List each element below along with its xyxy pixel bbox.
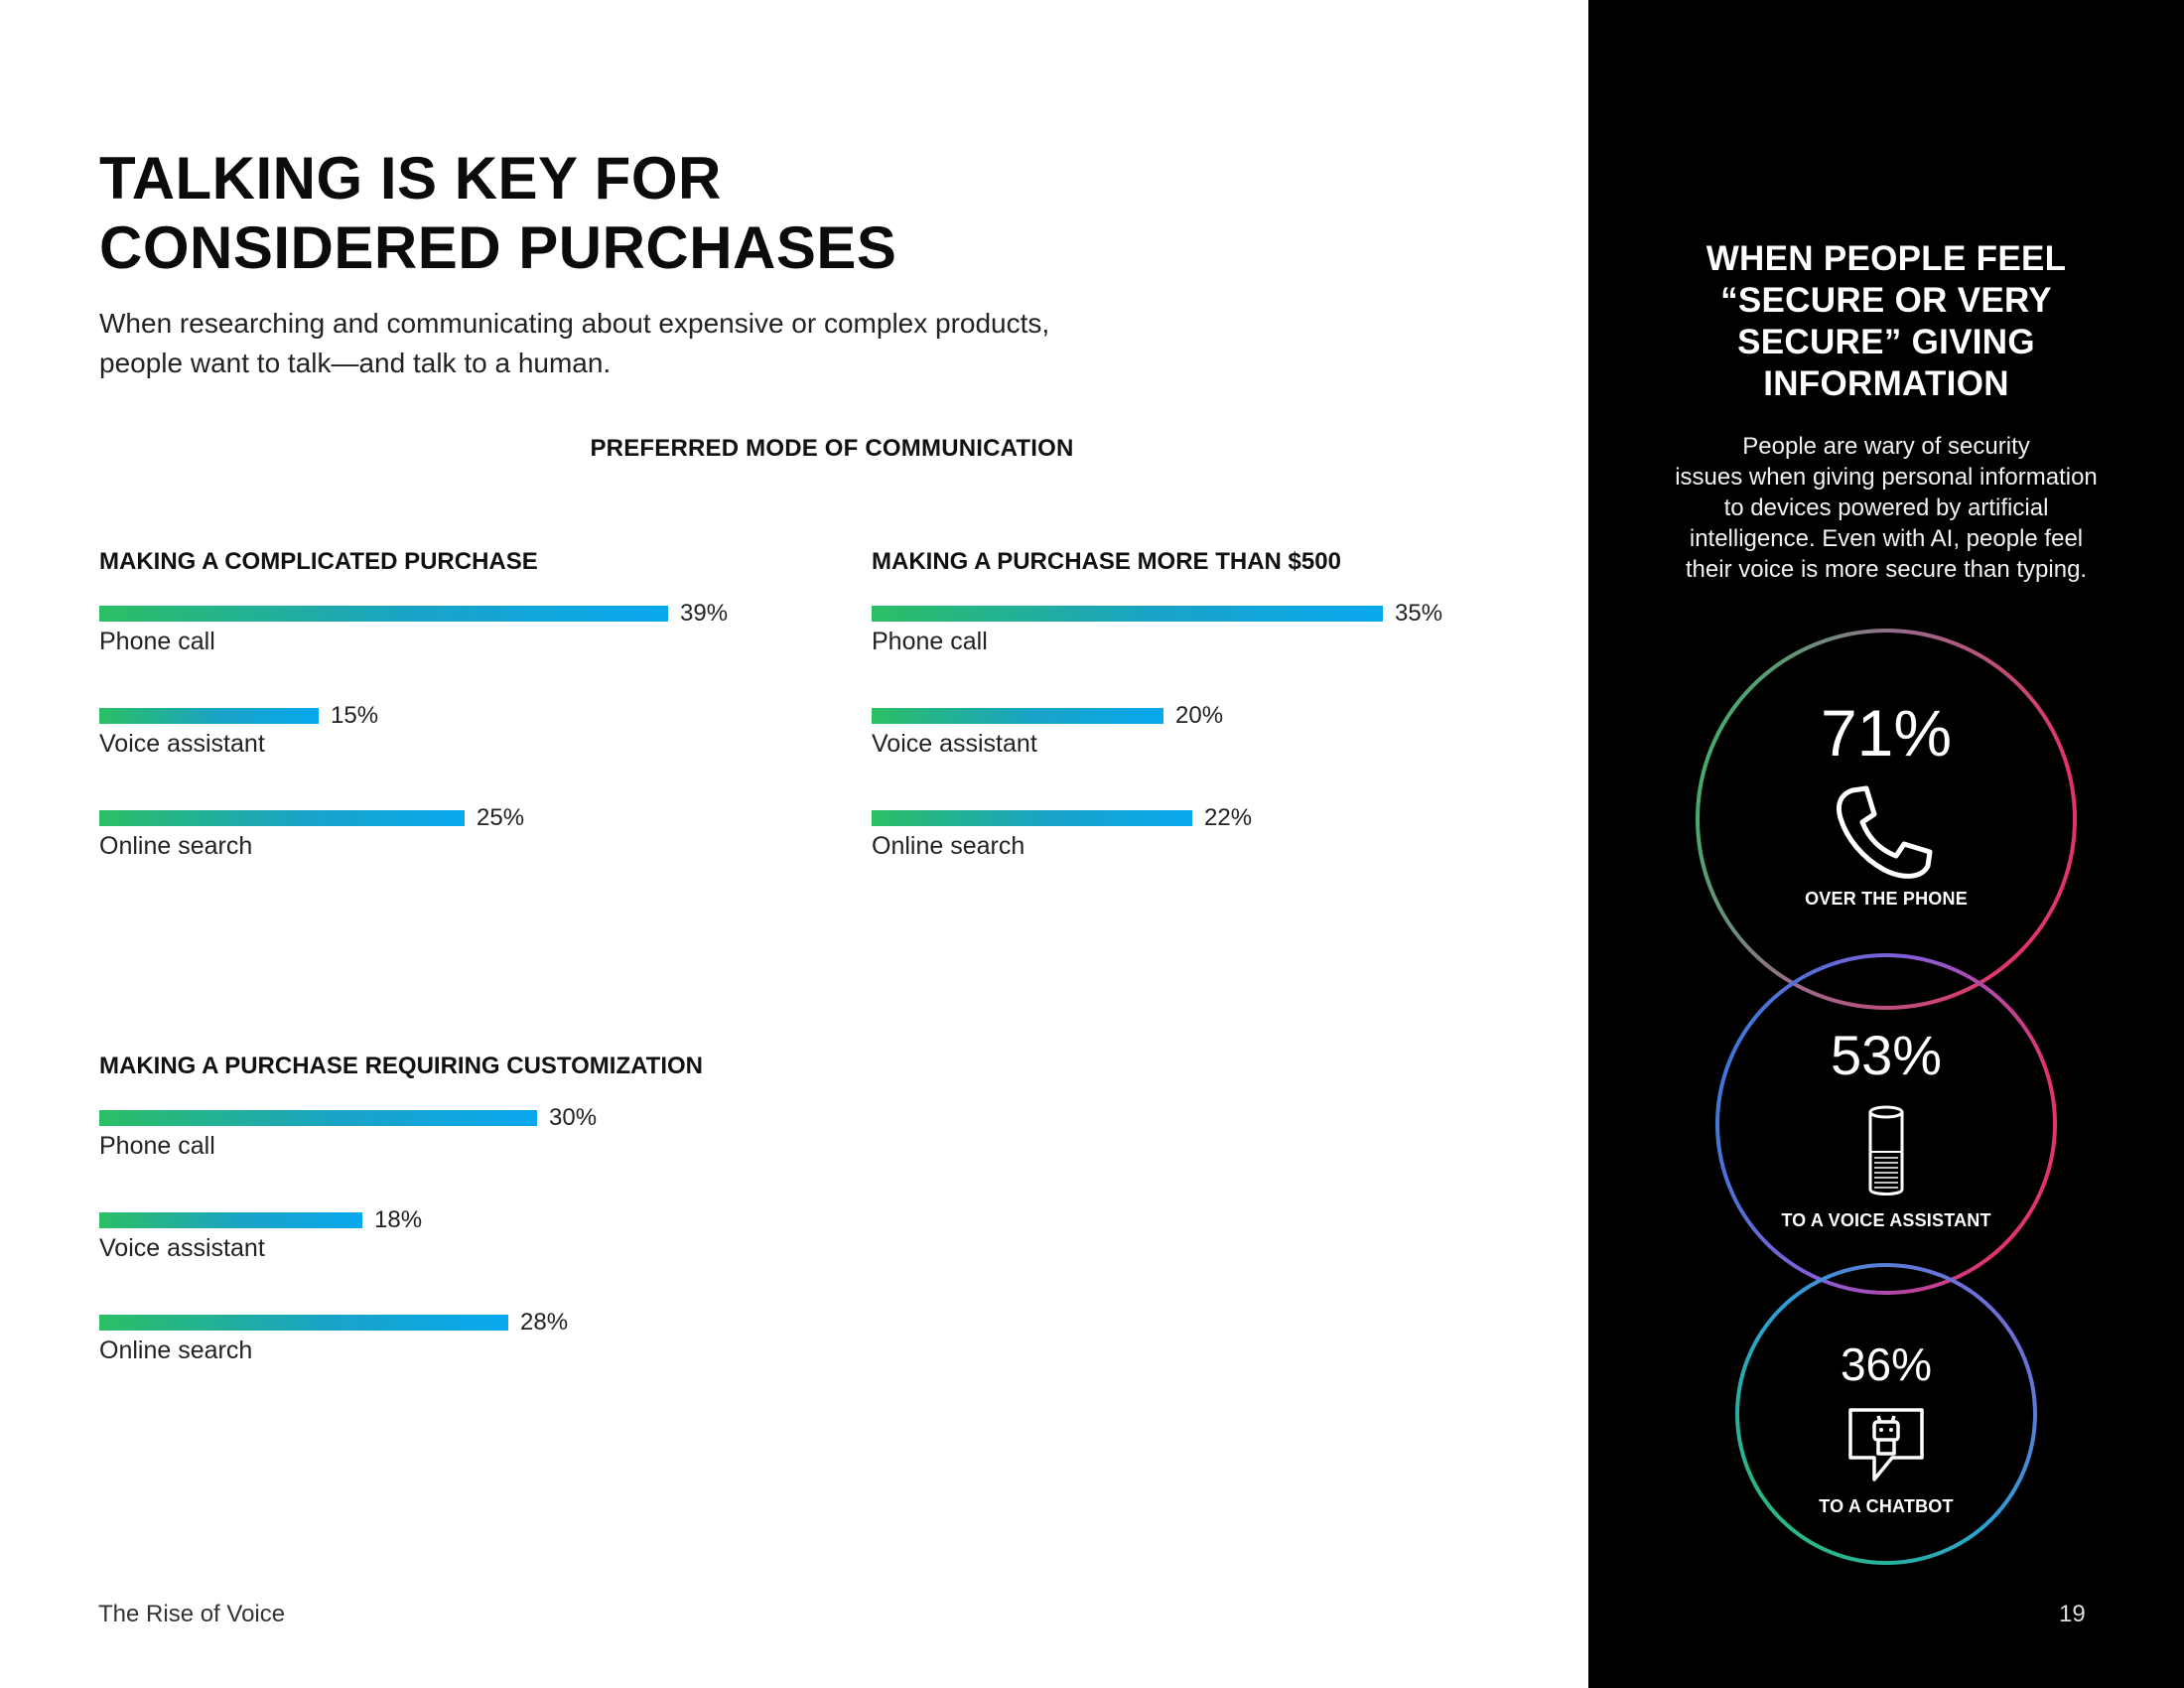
sidebar-body-line: issues when giving personal information: [1675, 464, 2098, 491]
bar-value-label: 20%: [1175, 702, 1224, 729]
bar-value-label: 39%: [680, 600, 729, 627]
sidebar-title-line: WHEN PEOPLE FEEL: [1706, 239, 2067, 278]
bar: [99, 708, 319, 724]
sidebar-body-line: to devices powered by artificial: [1723, 494, 2049, 521]
sidebar-body-line: People are wary of security: [1742, 433, 2030, 460]
bar-row: 22% Online search: [872, 804, 1567, 890]
stat-value-chatbot: 36%: [1840, 1338, 1933, 1390]
bar-category-label: Online search: [99, 832, 253, 860]
bar-category-label: Phone call: [99, 628, 215, 655]
page-subtitle-line: When researching and communicating about…: [99, 308, 1050, 339]
page-title: TALKING IS KEY FOR CONSIDERED PURCHASES: [99, 144, 896, 283]
sidebar-body-line: intelligence. Even with AI, people feel: [1689, 525, 2084, 552]
bar-row: 30% Phone call: [99, 1104, 794, 1190]
chatbot-icon: [1848, 1408, 1924, 1481]
sidebar-panel: WHEN PEOPLE FEEL “SECURE OR VERY SECURE”…: [1588, 0, 2184, 1688]
bar: [872, 708, 1163, 724]
bar: [99, 1212, 362, 1228]
bar-category-label: Online search: [99, 1336, 253, 1364]
page-title-line: CONSIDERED PURCHASES: [99, 214, 897, 281]
bar: [99, 810, 465, 826]
bar-value-label: 18%: [374, 1206, 423, 1233]
stat-caption-phone: OVER THE PHONE: [1805, 889, 1968, 909]
page-subtitle-line: people want to talk—and talk to a human.: [99, 348, 612, 378]
bar-row: 25% Online search: [99, 804, 794, 890]
stat-circle-phone: [1696, 629, 2077, 1010]
stat-value-voice-assistant: 53%: [1830, 1024, 1943, 1086]
chart-title: MAKING A PURCHASE REQUIRING CUSTOMIZATIO…: [99, 1053, 704, 1079]
chart-purchase-over-500: MAKING A PURCHASE MORE THAN $500 35% Phon…: [872, 547, 1442, 860]
bar-row: 28% Online search: [99, 1309, 794, 1394]
stat-caption-chatbot: TO A CHATBOT: [1819, 1496, 1954, 1516]
bar-category-label: Voice assistant: [872, 730, 1037, 758]
bar: [872, 810, 1192, 826]
bar-row: 18% Voice assistant: [99, 1206, 794, 1292]
page-title-line: TALKING IS KEY FOR: [99, 145, 722, 211]
chart-section-heading: PREFERRED MODE OF COMMUNICATION: [590, 435, 1074, 462]
page-subtitle: When researching and communicating about…: [99, 304, 1092, 383]
sidebar-title: WHEN PEOPLE FEEL “SECURE OR VERY SECURE”…: [1588, 238, 2184, 405]
bar-value-label: 35%: [1395, 600, 1443, 627]
bar: [99, 606, 668, 622]
bar: [99, 1315, 508, 1331]
bar-value-label: 22%: [1204, 804, 1253, 831]
stat-circle-chatbot: [1735, 1263, 2037, 1565]
sidebar-title-line: “SECURE OR VERY: [1720, 281, 2052, 320]
sidebar-title-line: SECURE” GIVING: [1737, 323, 2035, 361]
bar-value-label: 25%: [477, 804, 525, 831]
bar-value-label: 15%: [331, 702, 379, 729]
bar-category-label: Phone call: [99, 1132, 215, 1160]
chart-complicated-purchase: MAKING A COMPLICATED PURCHASE 39% Phone c…: [99, 547, 728, 860]
chart-title: MAKING A PURCHASE MORE THAN $500: [872, 548, 1341, 575]
smart-speaker-icon: [1868, 1105, 1904, 1196]
bar: [99, 1110, 537, 1126]
chart-title: MAKING A COMPLICATED PURCHASE: [99, 548, 538, 575]
bar-category-label: Voice assistant: [99, 730, 265, 758]
stat-circle-voice-assistant: [1715, 953, 2057, 1295]
bar: [872, 606, 1383, 622]
stat-circles: [1696, 629, 2077, 1565]
main-panel: TALKING IS KEY FOR CONSIDERED PURCHASES …: [98, 144, 1443, 1627]
sidebar-title-line: INFORMATION: [1763, 364, 2009, 403]
sidebar-body-line: their voice is more secure than typing.: [1685, 556, 2088, 583]
sidebar-body: People are wary of security issues when …: [1588, 431, 2184, 585]
bar-row: 35% Phone call: [872, 600, 1567, 685]
chart-purchase-customization: MAKING A PURCHASE REQUIRING CUSTOMIZATIO…: [99, 1052, 704, 1364]
bar-row: 20% Voice assistant: [872, 702, 1567, 787]
page-number: 19: [2059, 1601, 2086, 1627]
bar-category-label: Voice assistant: [99, 1234, 265, 1262]
phone-icon: [1837, 785, 1933, 879]
footer-publication-title: The Rise of Voice: [98, 1601, 286, 1627]
bar-value-label: 30%: [549, 1104, 598, 1131]
bar-row: 39% Phone call: [99, 600, 794, 685]
bar-value-label: 28%: [520, 1309, 569, 1336]
bar-row: 15% Voice assistant: [99, 702, 794, 787]
stat-value-phone: 71%: [1820, 696, 1953, 770]
bar-category-label: Phone call: [872, 628, 988, 655]
stat-caption-voice-assistant: TO A VOICE ASSISTANT: [1781, 1210, 1991, 1230]
bar-category-label: Online search: [872, 832, 1025, 860]
